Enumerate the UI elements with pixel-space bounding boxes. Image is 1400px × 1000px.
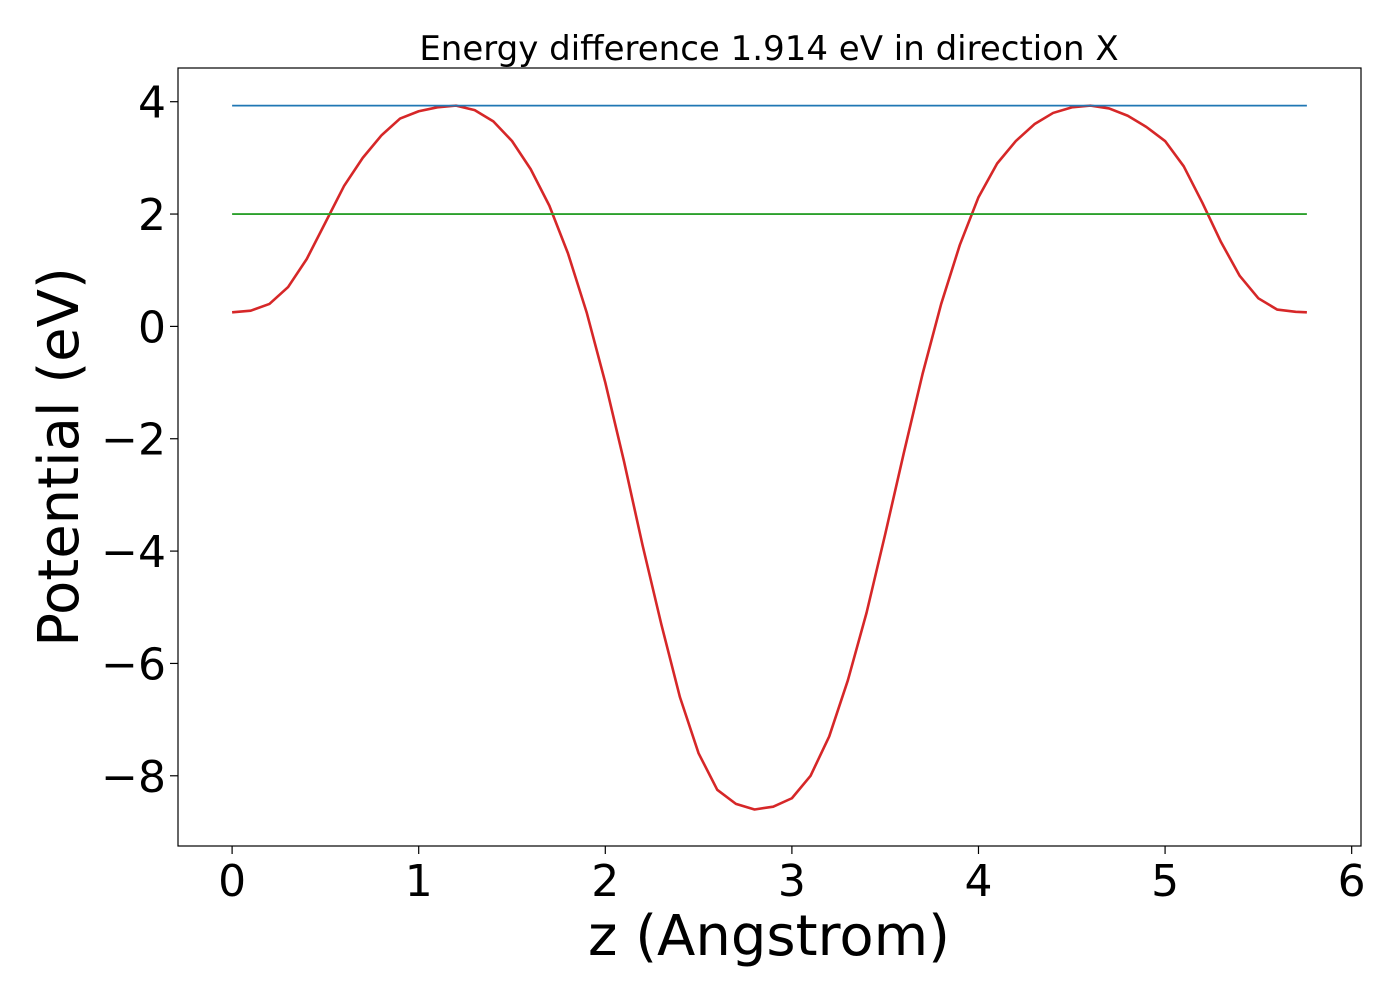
- y-tick-label: 0: [138, 302, 166, 353]
- y-tick-label: −2: [101, 415, 166, 466]
- y-tick-label: −8: [101, 752, 166, 803]
- y-tick-label: 2: [138, 190, 166, 241]
- chart-title: Energy difference 1.914 eV in direction …: [419, 29, 1118, 69]
- y-tick-label: 4: [138, 78, 166, 129]
- x-tick-label: 5: [1151, 856, 1179, 907]
- x-tick-label: 6: [1338, 856, 1366, 907]
- y-axis-title: Potential (eV): [27, 267, 92, 647]
- y-tick-label: −6: [101, 639, 166, 690]
- series-line-potential: [231, 104, 1307, 811]
- ticks-layer: 0 1 2 3 4 5 6 4 2 0 −2 −4 −6 −8: [101, 78, 1366, 907]
- x-tick-label: 3: [778, 856, 806, 907]
- plot-frame: [177, 67, 1362, 847]
- x-tick-label: 1: [405, 856, 433, 907]
- y-tick-label: −4: [101, 527, 166, 578]
- x-tick-label: 4: [964, 856, 992, 907]
- x-tick-label: 2: [591, 856, 619, 907]
- series-layer: [231, 104, 1307, 811]
- x-axis-title: z (Angstrom): [588, 904, 950, 969]
- x-tick-label: 0: [218, 856, 246, 907]
